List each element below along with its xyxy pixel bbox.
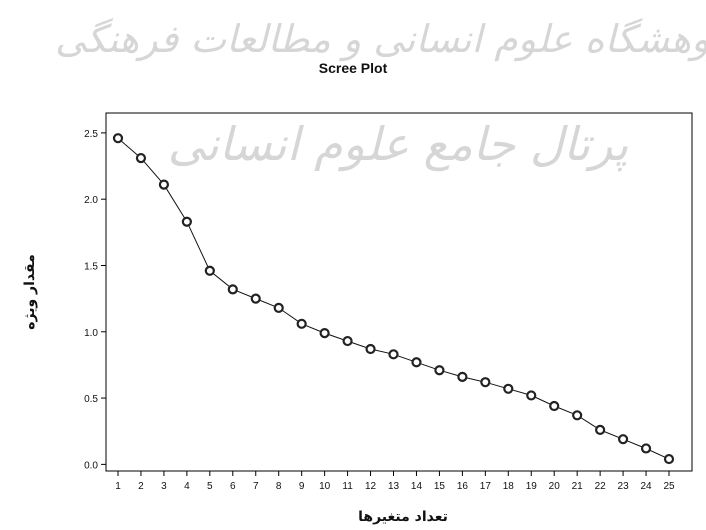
x-tick-label: 11: [342, 481, 353, 492]
x-axis-title: تعداد متغیرها: [358, 509, 448, 525]
data-point: [617, 434, 629, 445]
x-tick-label: 22: [595, 481, 607, 492]
data-point: [181, 216, 192, 227]
x-axis: 1 2 3 4 5 6 7 8 9 10 11 12 13 14 15 16 17 18 19 20 21 22 23 24 2…: [115, 471, 675, 492]
data-point: [296, 318, 307, 329]
y-axis-title: مقدار ویژه: [22, 254, 38, 330]
data-point: [273, 302, 284, 314]
plot-frame: [105, 112, 693, 472]
data-point: [480, 377, 491, 388]
x-tick-label: 24: [640, 481, 652, 492]
data-point: [572, 410, 583, 421]
x-tick-label: 9: [299, 481, 305, 492]
x-tick-label: 12: [365, 481, 377, 492]
data-point: [388, 349, 399, 360]
watermark-line-2: پرتال جامع علوم انسانی: [168, 117, 629, 172]
y-axis: 0.0 0.5 1.0 1.5 2.0 2.5: [84, 129, 106, 471]
x-tick-label: 1: [115, 481, 121, 492]
y-tick-label: 2.0: [84, 195, 98, 206]
x-tick-label: 19: [526, 481, 538, 492]
data-point: [319, 328, 330, 339]
data-point: [342, 335, 353, 347]
data-point: [365, 343, 376, 355]
y-tick-label: 1.0: [84, 328, 98, 339]
x-tick-label: 13: [388, 481, 400, 492]
x-tick-label: 21: [572, 481, 584, 492]
data-point: [663, 453, 675, 465]
x-tick-label: 5: [207, 481, 213, 492]
y-tick-label: 1.5: [84, 261, 98, 272]
data-point: [227, 284, 238, 295]
x-tick-label: 15: [434, 481, 446, 492]
x-tick-label: 16: [457, 481, 469, 492]
series-line: [117, 137, 670, 460]
data-point: [457, 371, 468, 382]
data-point: [434, 365, 445, 376]
y-tick-label: 2.5: [84, 129, 98, 140]
data-point: [135, 152, 147, 164]
x-tick-label: 2: [138, 481, 144, 492]
data-point: [204, 265, 215, 276]
x-tick-label: 23: [618, 481, 630, 492]
x-tick-label: 6: [230, 481, 236, 492]
data-point: [112, 133, 124, 144]
x-tick-label: 18: [503, 481, 515, 492]
x-tick-label: 20: [549, 481, 561, 492]
series-layer: [112, 133, 675, 465]
x-tick-label: 3: [161, 481, 167, 492]
data-point: [158, 179, 170, 190]
chart-title: Scree Plot: [318, 60, 388, 76]
x-tick-label: 14: [411, 481, 423, 492]
data-point: [250, 293, 261, 304]
x-tick-label: 8: [276, 481, 282, 492]
x-tick-label: 10: [319, 481, 331, 492]
x-tick-label: 7: [253, 481, 259, 492]
data-point: [503, 383, 514, 394]
data-point: [640, 443, 652, 454]
x-tick-label: 25: [663, 481, 675, 492]
x-tick-label: 4: [184, 481, 190, 492]
data-point: [411, 357, 422, 368]
y-tick-label: 0.0: [84, 460, 98, 471]
y-tick-label: 0.5: [84, 394, 98, 405]
data-point: [595, 424, 606, 435]
data-point: [549, 400, 560, 412]
data-point: [526, 390, 537, 401]
watermark-line-1: پژوهشگاه علوم انسانی و مطالعات فرهنگی: [55, 17, 706, 62]
x-tick-label: 17: [480, 481, 492, 492]
